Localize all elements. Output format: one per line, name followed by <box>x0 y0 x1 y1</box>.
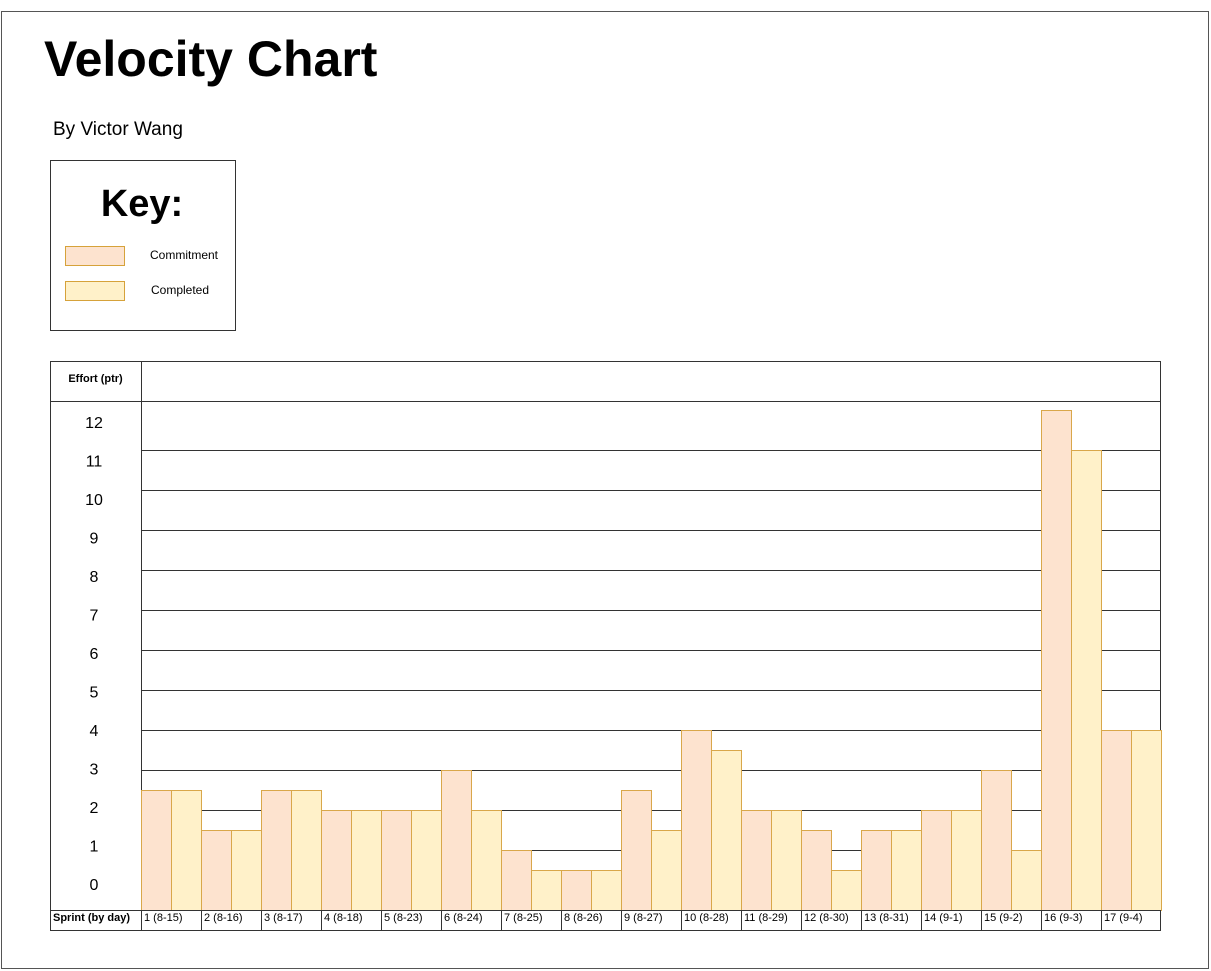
y-tick-label: 1 <box>90 839 99 856</box>
y-tick-label: 0 <box>90 877 99 894</box>
y-tick-label: 6 <box>90 646 99 663</box>
y-tick-label: 8 <box>90 569 99 586</box>
bar-completed <box>291 790 322 911</box>
y-tick-label: 11 <box>86 454 103 471</box>
bar-commitment <box>921 810 952 911</box>
bar-completed <box>171 790 202 911</box>
legend-label-completed: Completed <box>151 283 210 297</box>
x-axis-label: Sprint (by day) <box>53 912 130 924</box>
bar-commitment <box>861 830 892 911</box>
bar-commitment <box>561 870 592 911</box>
legend-swatch-completed <box>65 281 125 301</box>
bar-completed <box>351 810 382 911</box>
x-tick-label: 5 (8-23) <box>384 912 423 924</box>
bar-commitment <box>1041 410 1072 911</box>
author-byline: By Victor Wang <box>53 119 183 140</box>
bar-commitment <box>681 730 712 911</box>
legend-title: Key: <box>100 183 184 225</box>
bar-commitment <box>621 790 652 911</box>
page-title: Velocity Chart <box>44 31 378 87</box>
x-tick-label: 3 (8-17) <box>264 912 303 924</box>
bar-commitment <box>801 830 832 911</box>
x-tick-label: 9 (8-27) <box>624 912 663 924</box>
bar-completed <box>231 830 262 911</box>
x-tick-label: 2 (8-16) <box>204 912 243 924</box>
y-tick-label: 2 <box>90 800 99 817</box>
bar-commitment <box>261 790 292 911</box>
y-tick-label: 4 <box>90 723 99 740</box>
bar-commitment <box>501 850 532 911</box>
y-tick-label: 12 <box>85 415 103 432</box>
x-tick-label: 13 (8-31) <box>864 912 909 924</box>
x-tick-label: 17 (9-4) <box>1104 912 1143 924</box>
bar-completed <box>651 830 682 911</box>
x-tick-label: 10 (8-28) <box>684 912 729 924</box>
x-tick-label: 6 (8-24) <box>444 912 483 924</box>
bar-completed <box>531 870 562 911</box>
bar-completed <box>951 810 982 911</box>
bar-commitment <box>441 770 472 911</box>
bar-commitment <box>141 790 172 911</box>
chart-frame <box>1 11 1209 969</box>
x-tick-label: 7 (8-25) <box>504 912 543 924</box>
bar-commitment <box>381 810 412 911</box>
x-tick-label: 14 (9-1) <box>924 912 963 924</box>
y-tick-label: 9 <box>90 531 99 548</box>
y-tick-label: 3 <box>90 762 99 779</box>
y-axis-label: Effort (ptr) <box>68 373 123 385</box>
legend-box: Key: Commitment Completed <box>50 160 236 331</box>
bar-completed <box>411 810 442 911</box>
x-tick-label: 15 (9-2) <box>984 912 1023 924</box>
x-label-row <box>50 910 1161 931</box>
bar-completed <box>591 870 622 911</box>
x-tick-label: 1 (8-15) <box>144 912 183 924</box>
bar-commitment <box>321 810 352 911</box>
bar-commitment <box>741 810 772 911</box>
bar-completed <box>1071 450 1102 911</box>
bar-completed <box>831 870 862 911</box>
x-tick-label: 4 (8-18) <box>324 912 363 924</box>
bar-completed <box>1011 850 1042 911</box>
bar-completed <box>891 830 922 911</box>
x-tick-label: 12 (8-30) <box>804 912 849 924</box>
bar-completed <box>1131 730 1162 911</box>
y-tick-label: 7 <box>90 608 99 625</box>
legend-label-commitment: Commitment <box>150 248 219 262</box>
legend-swatch-commitment <box>65 246 125 266</box>
x-tick-label: 11 (8-29) <box>744 912 788 924</box>
y-tick-label: 5 <box>90 685 99 702</box>
bar-commitment <box>201 830 232 911</box>
x-tick-label: 16 (9-3) <box>1044 912 1083 924</box>
bar-commitment <box>981 770 1012 911</box>
bar-completed <box>771 810 802 911</box>
bar-commitment <box>1101 730 1132 911</box>
bar-completed <box>711 750 742 911</box>
bar-completed <box>471 810 502 911</box>
x-tick-label: 8 (8-26) <box>564 912 603 924</box>
y-tick-label: 10 <box>85 492 103 509</box>
